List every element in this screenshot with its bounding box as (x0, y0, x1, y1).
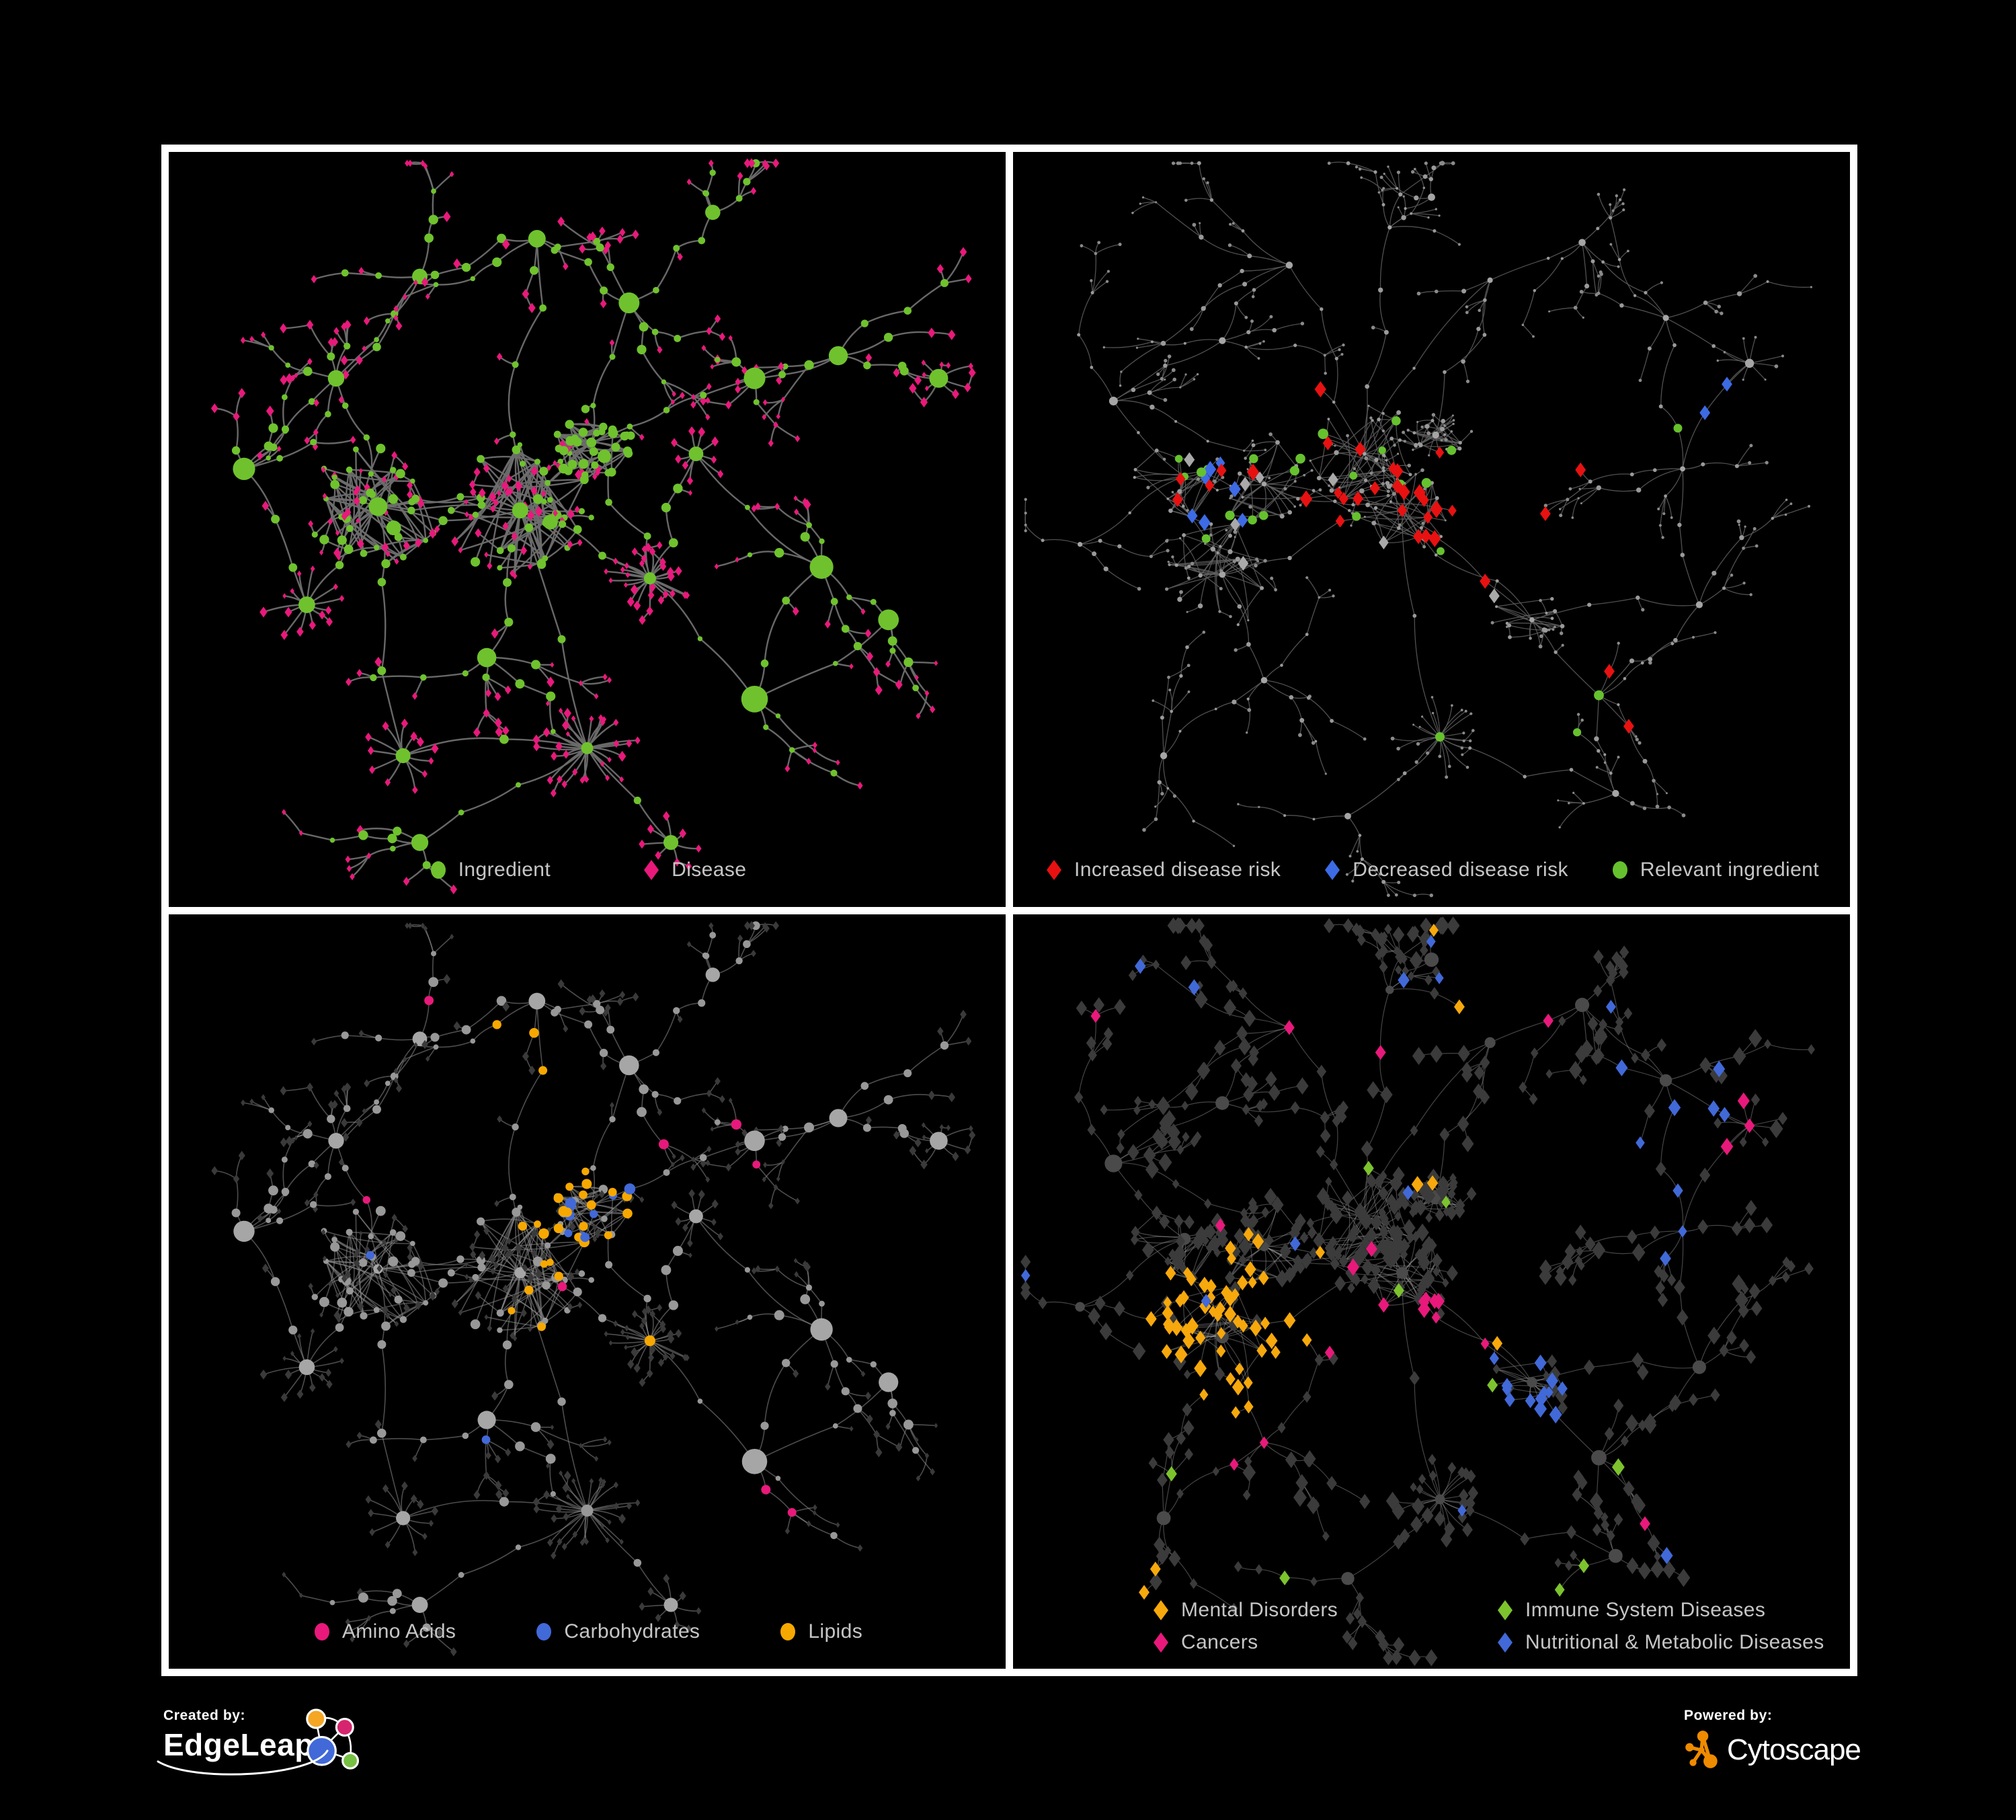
nutrient-class-graph (211, 920, 976, 1657)
legend-label: Immune System Diseases (1525, 1599, 1766, 1621)
mental-disorders-diamond-icon (1151, 1599, 1171, 1621)
panel-disease-risk: Increased disease risk Decreased disease… (1013, 152, 1850, 907)
legend-item: Lipids (778, 1620, 862, 1643)
legend-item: Nutritional & Metabolic Diseases (1495, 1631, 1824, 1654)
nutritional-metabolic-diseases-diamond-icon (1495, 1632, 1515, 1653)
legend-label: Disease (672, 858, 747, 881)
legend-item: Disease (641, 859, 746, 881)
legend-label: Lipids (808, 1620, 863, 1643)
legend-item: Increased disease risk (1044, 859, 1281, 881)
disease-diamond-icon (641, 859, 661, 881)
powered-by-label: Powered by: (1684, 1708, 1773, 1723)
disease-category-graph (1020, 916, 1815, 1666)
legend-ingredient-disease: Ingredient Disease (169, 859, 1006, 881)
decreased-risk-diamond-icon (1322, 859, 1342, 881)
legend-label: Increased disease risk (1074, 858, 1281, 881)
legend-label: Carbohydrates (564, 1620, 700, 1643)
cytoscape-logo-icon (1685, 1731, 1718, 1768)
legend-label: Amino Acids (341, 1620, 456, 1643)
legend-label: Mental Disorders (1181, 1599, 1338, 1621)
disease-risk-graph (1024, 161, 1812, 898)
created-by-label: Created by: (163, 1708, 246, 1723)
ingredient-disease-graph (210, 158, 976, 895)
powered-by-block: Powered by: Cytoscape (1684, 1708, 1980, 1795)
legend-item: Cancers (1151, 1631, 1495, 1654)
amino-acids-circle-icon (312, 1621, 332, 1643)
legend-disease-categories: Mental Disorders Immune System Diseases … (1151, 1599, 1824, 1654)
cancers-diamond-icon (1151, 1632, 1171, 1653)
legend-label: Decreased disease risk (1353, 858, 1568, 881)
network-grid-frame: Ingredient Disease Increased disease ris… (161, 145, 1857, 1676)
legend-label: Cancers (1181, 1631, 1258, 1653)
legend-item: Mental Disorders (1151, 1599, 1495, 1622)
legend-label: Nutritional & Metabolic Diseases (1525, 1631, 1824, 1653)
legend-label: Ingredient (458, 858, 551, 881)
edgeleap-brand: EdgeLeap (163, 1727, 314, 1762)
legend-item: Immune System Diseases (1495, 1599, 1824, 1622)
legend-item: Decreased disease risk (1322, 859, 1568, 881)
legend-item: Ingredient (428, 859, 551, 881)
panel-ingredient-disease: Ingredient Disease (169, 152, 1006, 907)
panel-disease-categories: Mental Disorders Immune System Diseases … (1013, 914, 1850, 1669)
legend-label: Relevant ingredient (1640, 858, 1819, 881)
legend-item: Amino Acids (312, 1620, 456, 1643)
created-by-block: Created by: EdgeLeap (157, 1708, 486, 1815)
increased-risk-diamond-icon (1044, 859, 1064, 881)
relevant-ingredient-circle-icon (1610, 859, 1630, 881)
ingredient-circle-icon (428, 859, 448, 881)
carbohydrates-circle-icon (534, 1621, 554, 1643)
legend-disease-risk: Increased disease risk Decreased disease… (1013, 859, 1850, 881)
lipids-circle-icon (778, 1621, 798, 1643)
legend-nutrient-classes: Amino Acids Carbohydrates Lipids (169, 1620, 1006, 1643)
panel-nutrient-classes: Amino Acids Carbohydrates Lipids (169, 914, 1006, 1669)
legend-item: Relevant ingredient (1610, 859, 1819, 881)
legend-item: Carbohydrates (534, 1620, 700, 1643)
cytoscape-brand: Cytoscape (1727, 1733, 1861, 1766)
immune-system-diseases-diamond-icon (1495, 1599, 1515, 1621)
edgeleap-logo-icon (306, 1708, 360, 1770)
